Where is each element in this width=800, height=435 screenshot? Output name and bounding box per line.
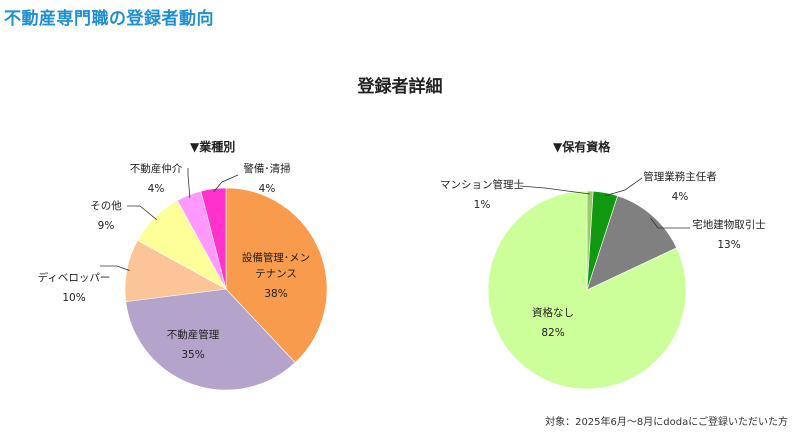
slice-name-0-1: 不動産管理 [167, 328, 220, 341]
slice-name-0-2: ディベロッパー [38, 271, 111, 284]
leader-line-0-3 [127, 205, 157, 221]
leader-line-0-5 [213, 174, 239, 193]
slice-name-1-0: マンション管理士 [440, 178, 524, 191]
slice-name-1-3: 資格なし [532, 306, 574, 319]
slice-name-0-0: テナンス [255, 268, 297, 280]
slice-name-1-2: 宅地建物取引士 [692, 218, 766, 231]
slice-value-0-0: 38% [264, 288, 287, 300]
pie-slice-0-1 [125, 288, 296, 391]
slice-name-0-5: 警備･清掃 [243, 162, 290, 175]
slice-name-0-0: 設備管理･メン [242, 251, 310, 264]
slice-value-0-5: 4% [259, 183, 276, 195]
pie-slice-0-0 [225, 187, 328, 364]
page-title: 不動産専門職の登録者動向 [4, 9, 214, 29]
leader-line-1-1 [604, 177, 643, 197]
slice-value-0-2: 10% [62, 292, 85, 304]
slice-value-1-1: 4% [672, 191, 689, 203]
slice-name-0-3: その他 [90, 199, 122, 212]
qualification-chart-title: ▼保有資格 [553, 140, 611, 154]
leader-line-0-4 [187, 168, 191, 198]
slice-value-1-3: 82% [541, 327, 564, 339]
slice-value-0-1: 35% [181, 349, 204, 361]
pie-slice-1-2 [586, 195, 677, 291]
slice-value-0-3: 9% [98, 220, 115, 232]
footnote: 対象：2025年6月〜8月にdodaにご登録いただいた方 [545, 417, 788, 428]
slice-value-1-2: 13% [717, 239, 740, 251]
slice-name-1-1: 管理業務主任者 [643, 170, 717, 183]
industry-chart-title: ▼業種別 [190, 140, 236, 154]
section-title: 登録者詳細 [357, 77, 443, 97]
leader-line-1-0 [519, 185, 591, 195]
leader-line-1-2 [650, 217, 690, 229]
pie-slice-0-5 [200, 187, 227, 290]
slice-name-0-4: 不動産仲介 [130, 162, 183, 175]
leader-line-0-2 [100, 265, 130, 271]
slice-value-1-0: 1% [474, 199, 491, 211]
pie-slice-1-3 [487, 190, 687, 390]
slice-value-0-4: 4% [148, 183, 165, 195]
